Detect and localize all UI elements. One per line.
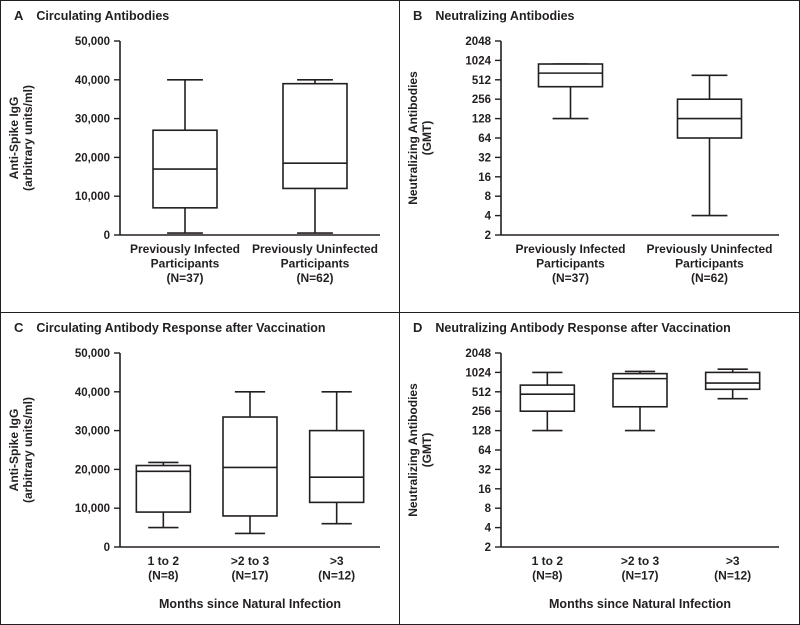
svg-text:10,000: 10,000 <box>75 503 110 515</box>
svg-text:4: 4 <box>485 211 492 223</box>
svg-text:Anti-Spike IgG: Anti-Spike IgG <box>7 97 21 180</box>
svg-text:(GMT): (GMT) <box>420 432 434 467</box>
svg-text:20,000: 20,000 <box>75 464 110 476</box>
svg-text:(N=12): (N=12) <box>714 568 751 582</box>
panel-b-title: Neutralizing Antibodies <box>435 9 575 23</box>
panel-d-letter: D <box>413 319 423 335</box>
svg-text:30,000: 30,000 <box>75 114 110 126</box>
svg-text:256: 256 <box>472 94 491 106</box>
svg-text:4: 4 <box>485 522 492 534</box>
svg-text:>2 to 3: >2 to 3 <box>621 554 660 568</box>
svg-text:512: 512 <box>472 75 491 87</box>
svg-text:(arbitrary units/ml): (arbitrary units/ml) <box>21 85 35 191</box>
panel-b: B Neutralizing Antibodies 2 4 8 16 32 64 128 25… <box>400 1 799 313</box>
svg-text:Neutralizing Antibodies: Neutralizing Antibodies <box>406 71 420 205</box>
svg-text:1 to 2: 1 to 2 <box>148 554 180 568</box>
panel-c-letter: C <box>14 319 24 335</box>
boxplot-circulating-response-vaccination: 0 10,000 20,000 30,000 40,000 50,000 Anti-Spik… <box>7 348 380 611</box>
panel-b-letter: B <box>413 8 423 23</box>
svg-text:(arbitrary units/ml): (arbitrary units/ml) <box>21 396 35 502</box>
svg-text:Previously Uninfected: Previously Uninfected <box>646 242 772 256</box>
panel-c: C Circulating Antibody Response after Va… <box>1 312 400 624</box>
svg-text:Previously Infected: Previously Infected <box>515 242 625 256</box>
svg-text:20,000: 20,000 <box>75 152 110 164</box>
svg-text:40,000: 40,000 <box>75 386 110 398</box>
svg-text:Participants: Participants <box>281 257 350 271</box>
panel-a-letter: A <box>14 8 24 23</box>
svg-text:>2 to 3: >2 to 3 <box>231 554 270 568</box>
panel-b-header: B Neutralizing Antibodies <box>400 1 799 27</box>
svg-text:2: 2 <box>485 542 491 554</box>
svg-text:2048: 2048 <box>465 36 491 48</box>
svg-text:8: 8 <box>485 503 492 515</box>
svg-text:(N=37): (N=37) <box>552 271 589 285</box>
panel-a-header: A Circulating Antibodies <box>1 1 399 27</box>
svg-text:16: 16 <box>478 483 491 495</box>
svg-text:64: 64 <box>478 445 491 457</box>
svg-text:Participants: Participants <box>675 257 744 271</box>
svg-text:>3: >3 <box>726 554 740 568</box>
panel-d: D Neutralizing Antibody Response after V… <box>400 312 799 624</box>
svg-text:32: 32 <box>478 152 491 164</box>
svg-text:(N=12): (N=12) <box>318 568 355 582</box>
svg-text:(N=17): (N=17) <box>231 568 268 582</box>
svg-text:0: 0 <box>104 542 110 554</box>
svg-text:64: 64 <box>478 133 491 145</box>
svg-text:2048: 2048 <box>465 348 491 360</box>
svg-text:8: 8 <box>485 191 492 203</box>
svg-text:(N=8): (N=8) <box>148 568 178 582</box>
svg-text:50,000: 50,000 <box>75 348 110 360</box>
panel-a-title: Circulating Antibodies <box>36 9 170 23</box>
panel-d-title: Neutralizing Antibody Response after Vac… <box>435 320 731 335</box>
svg-text:128: 128 <box>472 425 492 437</box>
svg-text:(N=8): (N=8) <box>532 568 562 582</box>
boxplot-circulating-antibodies: 0 10,000 20,000 30,000 40,000 50,000 Anti-Spik… <box>7 36 380 285</box>
panel-d-header: D Neutralizing Antibody Response after V… <box>400 313 799 339</box>
svg-text:256: 256 <box>472 406 491 418</box>
boxplot-neutralizing-response-vaccination: 2 4 8 16 32 64 128 256 512 1024 2048 Neutralizing A… <box>406 348 779 611</box>
svg-text:2: 2 <box>485 230 491 242</box>
svg-text:Participants: Participants <box>151 257 220 271</box>
svg-text:Neutralizing Antibodies: Neutralizing Antibodies <box>406 382 420 516</box>
svg-text:1024: 1024 <box>465 367 491 379</box>
svg-text:Months since Natural Infection: Months since Natural Infection <box>159 597 341 611</box>
svg-text:(N=62): (N=62) <box>691 271 728 285</box>
svg-text:(N=17): (N=17) <box>621 568 658 582</box>
svg-text:(N=37): (N=37) <box>166 271 203 285</box>
svg-text:16: 16 <box>478 172 491 184</box>
svg-text:50,000: 50,000 <box>75 36 110 48</box>
svg-text:30,000: 30,000 <box>75 425 110 437</box>
svg-text:40,000: 40,000 <box>75 75 110 87</box>
svg-text:Participants: Participants <box>536 257 605 271</box>
boxplot-neutralizing-antibodies: 2 4 8 16 32 64 128 256 512 1024 2048 Neutralizing A… <box>406 36 779 285</box>
svg-text:(N=62): (N=62) <box>296 271 333 285</box>
panel-a: A Circulating Antibodies 0 10,000 20,000 30… <box>1 1 400 313</box>
svg-text:1024: 1024 <box>465 55 491 67</box>
svg-text:>3: >3 <box>330 554 344 568</box>
svg-text:128: 128 <box>472 114 492 126</box>
svg-text:32: 32 <box>478 464 491 476</box>
svg-text:Previously Infected: Previously Infected <box>130 242 240 256</box>
svg-text:512: 512 <box>472 386 491 398</box>
svg-text:1 to 2: 1 to 2 <box>532 554 564 568</box>
svg-text:10,000: 10,000 <box>75 191 110 203</box>
svg-text:Months since Natural Infection: Months since Natural Infection <box>549 597 731 611</box>
svg-text:0: 0 <box>104 230 110 242</box>
panel-c-title: Circulating Antibody Response after Vacc… <box>36 320 326 335</box>
svg-text:Previously Uninfected: Previously Uninfected <box>252 242 378 256</box>
svg-text:Anti-Spike IgG: Anti-Spike IgG <box>7 408 21 491</box>
panel-c-header: C Circulating Antibody Response after Va… <box>1 313 399 339</box>
svg-text:(GMT): (GMT) <box>420 121 434 156</box>
